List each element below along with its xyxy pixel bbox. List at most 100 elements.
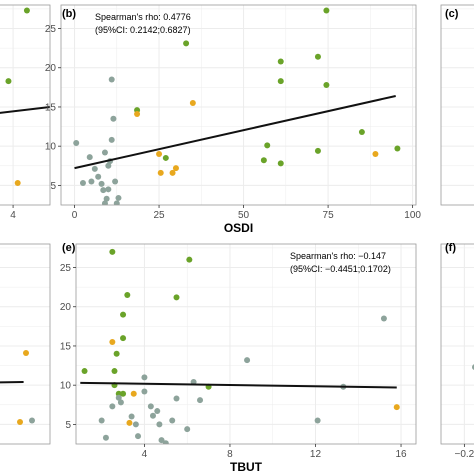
data-point (14, 180, 21, 187)
data-point (100, 187, 107, 194)
x-axis-title: TBUT (230, 460, 263, 474)
panel-frame (440, 4, 474, 206)
data-point (277, 78, 284, 85)
data-point (102, 434, 109, 441)
data-point (115, 194, 122, 201)
y-tick-label: 25 (60, 263, 72, 274)
data-point (5, 78, 12, 85)
data-point (162, 154, 169, 161)
data-point (147, 403, 154, 410)
data-point (173, 294, 180, 301)
data-point (260, 157, 267, 164)
data-point (172, 165, 179, 172)
panel-label: (f) (445, 242, 456, 254)
data-point (91, 165, 98, 172)
panel-frame (440, 243, 474, 445)
data-point (184, 426, 191, 433)
panel-left-top-plot-area (0, 5, 50, 205)
y-tick-label: 15 (45, 102, 57, 113)
panel-c: (c) (440, 4, 474, 206)
data-point (394, 145, 401, 152)
data-point (86, 154, 93, 161)
x-tick-label: 100 (404, 210, 421, 221)
data-point (108, 136, 115, 143)
panel-frame (0, 4, 51, 206)
data-point (101, 149, 108, 156)
data-point (141, 374, 148, 381)
data-point (183, 40, 190, 47)
data-point (110, 115, 117, 122)
data-point (113, 350, 120, 357)
data-point (162, 440, 169, 444)
x-tick-label: 50 (238, 210, 250, 221)
data-point (149, 412, 156, 419)
data-point (264, 142, 271, 149)
regression-line (0, 381, 24, 384)
data-point (393, 404, 400, 411)
data-point (17, 419, 23, 426)
data-point (244, 357, 251, 364)
data-point (23, 7, 30, 14)
data-point (135, 433, 142, 440)
panel-frame (60, 4, 417, 206)
x-tick-label: 4 (142, 449, 148, 460)
data-point (358, 129, 365, 136)
data-point (277, 58, 284, 65)
panel-left-top: 4 (0, 4, 51, 221)
data-point (105, 186, 112, 193)
data-point (314, 417, 321, 424)
y-tick-label: 10 (60, 381, 72, 392)
x-tick-label: 75 (323, 210, 335, 221)
spearman-rho-annotation: Spearman's rho: 0.4776 (95, 12, 191, 22)
data-point (108, 76, 115, 83)
regression-line (80, 381, 397, 389)
data-point (109, 339, 116, 346)
panel-b: 5 10 15 20 25 0 25 50 75 100 OSDI (b) Spearman's rho… (45, 4, 421, 235)
data-point (141, 388, 148, 395)
data-point (115, 394, 122, 401)
data-point (112, 178, 119, 185)
data-point (189, 100, 196, 107)
data-point (186, 256, 193, 263)
data-point (134, 111, 141, 118)
data-point (130, 390, 137, 397)
data-point (314, 147, 321, 154)
data-point (120, 335, 127, 342)
data-point (109, 248, 116, 255)
data-point (98, 417, 105, 424)
spearman-rho-annotation: Spearman's rho: −0.147 (290, 251, 386, 261)
y-tick-label: 5 (65, 420, 71, 431)
data-point (323, 82, 330, 88)
data-point (105, 162, 112, 169)
data-point (154, 408, 161, 415)
x-tick-label: 8 (227, 449, 233, 460)
data-point (103, 195, 110, 202)
panel-e: 5 10 15 20 25 4 8 12 16 TBUT (e) Spearman's rho: −0… (60, 242, 417, 474)
panel-f-plot-area (441, 244, 474, 444)
y-tick-label: 20 (45, 63, 57, 74)
panel-b-plot-area (61, 5, 416, 205)
panel-label: (c) (445, 8, 459, 20)
data-point (128, 413, 135, 420)
data-point (98, 180, 105, 187)
panel-c-plot-area (441, 8, 474, 186)
data-point (120, 390, 127, 397)
x-tick-label: 25 (153, 210, 165, 221)
panel-label: (b) (62, 8, 76, 20)
data-point (156, 421, 163, 428)
data-point (95, 173, 102, 180)
data-point (197, 397, 204, 404)
data-point (29, 417, 35, 424)
y-tick-label: 20 (60, 302, 72, 313)
data-point (323, 7, 330, 14)
panel-left-bottom-plot-area (0, 247, 50, 426)
data-point (88, 178, 95, 185)
regression-line (0, 105, 50, 114)
data-point (73, 140, 80, 147)
data-point (277, 160, 284, 167)
y-tick-label: 5 (50, 181, 56, 192)
y-tick-label: 15 (60, 341, 72, 352)
data-point (380, 315, 387, 322)
